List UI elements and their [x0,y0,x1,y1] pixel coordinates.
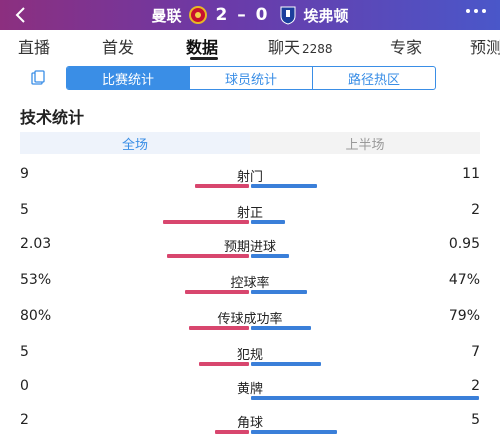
period-toggle: 全场 上半场 [20,132,480,154]
tab-bar: 直播 首发 数据 聊天 2288 专家 预测 [0,30,500,60]
stat-home-bar [163,220,249,224]
stat-home-bar [215,430,249,434]
stat-name: 犯规 [236,348,263,363]
stat-name: 控球率 [230,276,270,291]
stat-name: 角球 [236,416,263,431]
stat-away-bar [251,326,311,330]
stat-away-value: 0.95 [448,236,480,252]
stat-name: 传球成功率 [217,312,283,327]
document-icon[interactable] [30,70,46,86]
stat-home-value: 9 [20,166,29,182]
stat-name: 预期进球 [223,240,276,255]
stat-away-bar [251,290,307,294]
chevron-left-icon[interactable] [10,4,32,26]
stat-away-bar [251,184,317,188]
stat-away-value: 5 [471,412,480,428]
active-tab-indicator [190,57,218,60]
segment-match-stats[interactable]: 比赛统计 [67,67,189,89]
away-team-name[interactable]: 埃弗顿 [303,6,349,25]
stat-name: 黄牌 [236,382,263,397]
stat-home-bar [189,326,249,330]
stat-away-value: 11 [462,166,480,182]
stat-away-bar [251,430,337,434]
section-title: 技术统计 [20,108,85,127]
more-dots-icon[interactable] [466,9,486,13]
stat-home-value: 5 [20,344,29,360]
stat-row: 53% 控球率 47% [0,272,500,302]
tab-live[interactable]: 直播 [18,38,51,57]
segment-heatmap[interactable]: 路径热区 [312,67,435,89]
stat-row: 2.03 预期进球 0.95 [0,236,500,266]
stat-row: 80% 传球成功率 79% [0,308,500,338]
match-header: 曼联 2 – 0 埃弗顿 [0,0,500,30]
stat-home-value: 53% [20,272,52,288]
stat-home-bar [195,184,249,188]
stat-home-value: 2 [20,412,29,428]
stat-row: 5 射正 2 [0,202,500,232]
stat-away-bar [251,254,289,258]
stat-away-value: 2 [471,202,480,218]
stat-row: 0 黄牌 2 [0,378,500,408]
stat-away-value: 79% [448,308,480,324]
tab-experts[interactable]: 专家 [390,38,423,57]
stat-away-value: 47% [448,272,480,288]
stat-home-value: 0 [20,378,29,394]
tab-chat-label: 聊天 [268,38,301,57]
stat-name: 射正 [236,206,263,221]
stat-away-bar [251,220,285,224]
stats-type-row: 比赛统计 球员统计 路径热区 [0,62,500,92]
tab-stats[interactable]: 数据 [186,38,219,57]
tab-predict[interactable]: 预测 [470,38,500,57]
stat-name: 射门 [236,170,263,185]
stat-away-bar [251,362,321,366]
stat-away-bar [251,396,479,400]
period-first-half[interactable]: 上半场 [250,132,480,154]
stat-row: 5 犯规 7 [0,344,500,374]
stat-home-bar [199,362,249,366]
home-team-name[interactable]: 曼联 [151,6,182,25]
stat-home-bar [185,290,249,294]
stat-home-bar [167,254,249,258]
segment-player-stats[interactable]: 球员统计 [189,67,312,89]
stat-row: 9 射门 11 [0,166,500,196]
stat-row: 2 角球 5 [0,412,500,440]
home-crest-icon [188,6,207,24]
stat-home-value: 5 [20,202,29,218]
stat-home-value: 2.03 [20,236,52,252]
stat-away-value: 2 [471,378,480,394]
tab-chat[interactable]: 聊天 2288 [268,34,333,58]
stats-type-segmented: 比赛统计 球员统计 路径热区 [66,66,436,90]
period-full-match[interactable]: 全场 [20,132,250,154]
stat-home-value: 80% [20,308,52,324]
score-line: 曼联 2 – 0 埃弗顿 [0,0,500,30]
chat-count: 2288 [302,42,333,56]
stat-away-value: 7 [471,344,480,360]
away-crest-icon [280,6,295,25]
tab-lineup[interactable]: 首发 [102,38,135,57]
score: 2 – 0 [215,5,270,25]
